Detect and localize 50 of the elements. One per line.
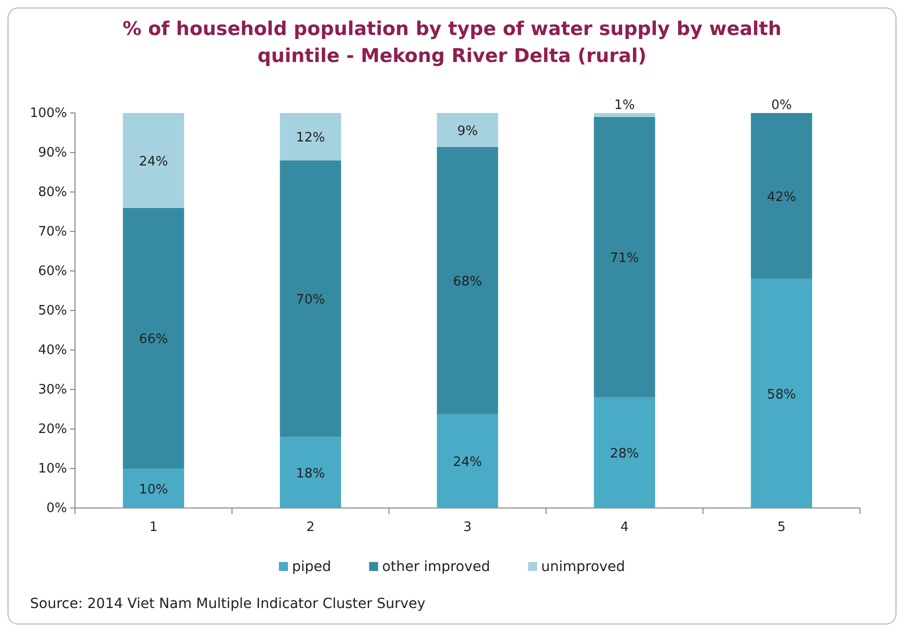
bar [750, 113, 812, 279]
bar [436, 146, 498, 414]
x-tick-label: 1 [149, 520, 158, 536]
bar [436, 414, 498, 508]
data-label: 9% [457, 124, 478, 139]
y-tick-label: 0% [46, 501, 67, 516]
y-tick-label: 60% [38, 264, 67, 280]
data-label: 12% [296, 130, 325, 146]
bar [594, 113, 656, 117]
bar [280, 160, 342, 437]
data-label: 42% [767, 190, 796, 205]
y-tick-label: 90% [38, 146, 67, 161]
bar [122, 468, 184, 508]
data-label: 1% [614, 98, 635, 113]
y-tick-label: 100% [30, 106, 67, 122]
y-tick-label: 80% [38, 185, 67, 200]
y-tick-label: 40% [38, 343, 67, 358]
y-tick-label: 10% [38, 462, 67, 477]
bar [750, 278, 812, 508]
x-tick-label: 3 [463, 520, 472, 536]
data-label: 70% [296, 292, 325, 308]
data-label: 66% [139, 332, 168, 348]
y-tick-label: 50% [38, 304, 67, 319]
bar [280, 113, 342, 160]
data-label: 18% [296, 466, 325, 482]
legend-label: other improved [382, 559, 490, 575]
bar [122, 208, 184, 468]
data-label: 24% [139, 154, 168, 170]
y-tick-label: 70% [38, 224, 67, 240]
data-label: 58% [767, 387, 796, 402]
x-tick-label: 4 [620, 520, 629, 536]
bar [122, 113, 184, 208]
bar [594, 116, 656, 398]
chart-title: % of household population by type of water supply by wealth quintile - Mekong River Delta (rural) [122, 18, 782, 67]
data-label: 68% [453, 274, 482, 290]
bar [436, 113, 498, 147]
legend-label: piped [292, 559, 332, 575]
source-note: Source: 2014 Viet Nam Multiple Indicator Cluster Survey [30, 596, 426, 612]
data-label: 28% [610, 446, 639, 462]
x-tick-label: 2 [306, 520, 315, 536]
legend-label: unimproved [541, 559, 626, 575]
y-tick-label: 30% [38, 382, 67, 398]
data-label: 24% [453, 454, 482, 470]
data-label: 0% [771, 98, 792, 113]
x-tick-label: 5 [777, 520, 786, 536]
y-tick-label: 20% [38, 422, 67, 438]
bar [280, 436, 342, 508]
bar [594, 397, 656, 508]
data-label: 71% [610, 251, 639, 266]
data-label: 10% [139, 482, 168, 498]
